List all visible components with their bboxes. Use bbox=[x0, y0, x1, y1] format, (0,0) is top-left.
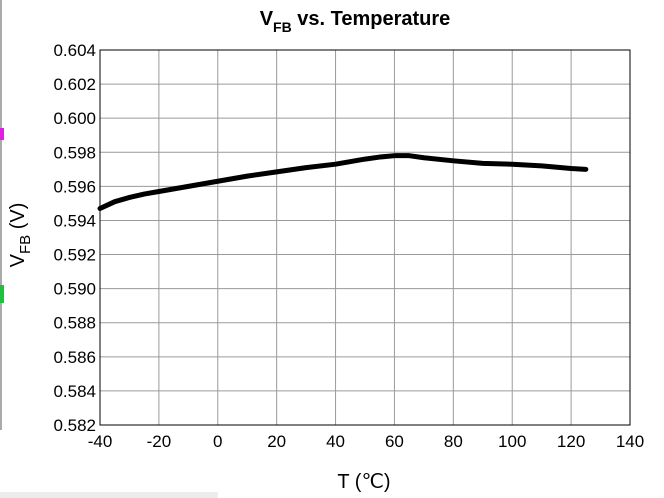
x-tick-label: -40 bbox=[88, 432, 113, 451]
grid-lines bbox=[99, 49, 631, 426]
y-tick-label: 0.584 bbox=[53, 382, 96, 401]
x-tick-label: 80 bbox=[444, 432, 463, 451]
chart-title: VFB vs. Temperature bbox=[260, 8, 451, 35]
x-tick-label: -20 bbox=[147, 432, 172, 451]
y-tick-label: 0.586 bbox=[53, 348, 96, 367]
y-tick-label: 0.604 bbox=[53, 41, 96, 60]
y-axis-ticks: 0.582 0.584 0.586 0.588 0.590 0.592 0.594 0.596… bbox=[53, 41, 96, 435]
x-tick-label: 60 bbox=[385, 432, 404, 451]
series-vfb-line bbox=[97, 153, 589, 212]
y-tick-label: 0.596 bbox=[53, 177, 96, 196]
bottom-strip bbox=[0, 492, 218, 498]
y-tick-label: 0.600 bbox=[53, 109, 96, 128]
y-tick-label: 0.594 bbox=[53, 211, 96, 230]
y-axis-label: VFB (V) bbox=[7, 203, 34, 268]
plot-area-frame bbox=[99, 49, 631, 426]
x-tick-label: 40 bbox=[326, 432, 345, 451]
left-edge-green-marker bbox=[0, 285, 4, 303]
x-tick-label: 140 bbox=[616, 432, 644, 451]
y-tick-label: 0.602 bbox=[53, 75, 96, 94]
x-axis-ticks: -40 -20 0 20 40 60 80 100 120 140 bbox=[88, 432, 644, 451]
x-tick-label: 100 bbox=[498, 432, 526, 451]
x-axis-label: T (℃) bbox=[337, 471, 390, 493]
x-tick-label: 20 bbox=[267, 432, 286, 451]
x-tick-label: 0 bbox=[213, 432, 222, 451]
x-tick-label: 120 bbox=[557, 432, 585, 451]
y-tick-label: 0.582 bbox=[53, 416, 96, 435]
y-tick-label: 0.590 bbox=[53, 280, 96, 299]
y-tick-label: 0.598 bbox=[53, 143, 96, 162]
left-edge-magenta-marker bbox=[0, 128, 4, 140]
y-tick-label: 0.588 bbox=[53, 314, 96, 333]
y-tick-label: 0.592 bbox=[53, 246, 96, 265]
